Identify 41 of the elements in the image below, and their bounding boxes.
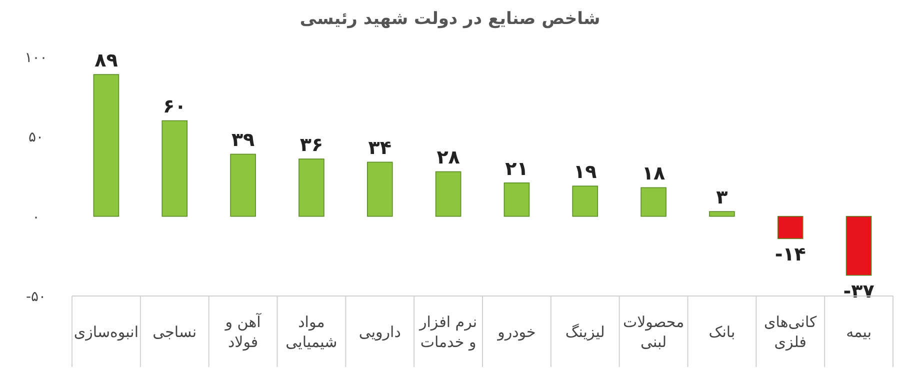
x-tick-label: کانی‌های فلزی: [763, 312, 818, 353]
data-label: ۳۴: [368, 137, 392, 160]
bar: [162, 120, 188, 217]
data-label: ۳: [716, 186, 728, 209]
bar: [572, 186, 598, 217]
x-tick-label: بانک: [708, 322, 736, 343]
data-label: ۱۸: [642, 162, 666, 185]
data-label: ۱۹: [574, 161, 598, 184]
y-tick-label: ۵۰: [28, 130, 44, 146]
x-tick-label: نساجی: [152, 322, 198, 343]
bar: [298, 158, 324, 217]
data-label: ۳۶: [300, 134, 324, 156]
data-label: ۶۰: [163, 96, 186, 118]
bar: [435, 171, 462, 217]
data-label: ۳۹: [231, 129, 256, 152]
data-label: ۸۹: [94, 50, 118, 72]
bar: [93, 74, 120, 217]
bar: [846, 216, 872, 276]
x-tick-label: لیزینگ: [564, 322, 606, 343]
chart-title: شاخص صنایع در دولت شهید رئیسی: [300, 9, 600, 29]
x-tick-label: نرم افزار و خدمات: [418, 312, 478, 353]
x-tick-label: آهن و فولاد: [224, 312, 262, 353]
x-tick-label: خودرو: [496, 322, 537, 343]
bar: [709, 211, 735, 217]
y-tick-label: ۰: [32, 209, 40, 226]
data-label: ۲۸: [436, 146, 460, 169]
y-tick-label: -۵۰: [26, 289, 46, 305]
data-label: ۲۱: [505, 158, 528, 180]
x-tick-label: محصولات لبنی: [622, 312, 686, 352]
x-tick-label: بیمه: [846, 322, 872, 341]
data-label: -۳۷: [843, 280, 875, 302]
bar: [366, 162, 393, 217]
bar: [230, 154, 256, 217]
bar: [640, 187, 666, 217]
bar: [504, 182, 530, 217]
x-tick-label: انبوه‌سازی: [73, 322, 140, 343]
y-tick-label: ۱۰۰: [24, 50, 48, 66]
data-label: -۱۴: [774, 244, 806, 266]
x-tick-label: مواد شیمیایی: [284, 312, 338, 352]
x-tick-label: دارویی: [358, 322, 402, 343]
bar: [777, 216, 804, 240]
